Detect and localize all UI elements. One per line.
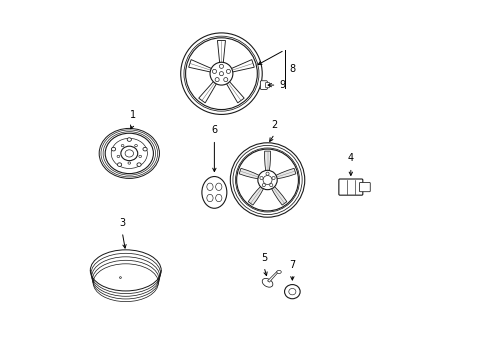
Ellipse shape [206, 194, 213, 202]
Ellipse shape [134, 144, 137, 147]
Text: 5: 5 [260, 253, 266, 262]
Ellipse shape [262, 184, 265, 187]
Ellipse shape [137, 163, 141, 166]
Text: 4: 4 [347, 153, 353, 163]
Polygon shape [248, 185, 264, 205]
Ellipse shape [128, 162, 130, 164]
Ellipse shape [117, 163, 122, 166]
Text: 1: 1 [129, 109, 136, 120]
Text: 3: 3 [119, 218, 125, 228]
Ellipse shape [260, 176, 263, 180]
Ellipse shape [121, 146, 138, 161]
Ellipse shape [276, 270, 281, 274]
Ellipse shape [105, 133, 153, 174]
FancyBboxPatch shape [260, 81, 267, 89]
Text: 8: 8 [288, 64, 294, 74]
Ellipse shape [202, 176, 226, 208]
Ellipse shape [215, 183, 222, 190]
Polygon shape [198, 80, 217, 103]
Ellipse shape [269, 184, 272, 187]
Polygon shape [274, 168, 295, 179]
Polygon shape [267, 271, 279, 282]
Polygon shape [264, 151, 270, 172]
Ellipse shape [226, 69, 230, 73]
Ellipse shape [121, 144, 123, 147]
Ellipse shape [117, 155, 120, 158]
FancyBboxPatch shape [359, 183, 369, 192]
Ellipse shape [265, 172, 268, 175]
Ellipse shape [271, 176, 275, 180]
Ellipse shape [210, 62, 232, 85]
FancyBboxPatch shape [338, 179, 362, 195]
Ellipse shape [142, 147, 147, 151]
Ellipse shape [127, 138, 131, 141]
Text: 9: 9 [279, 80, 285, 90]
Ellipse shape [212, 69, 216, 73]
Text: 6: 6 [211, 125, 217, 135]
Ellipse shape [228, 141, 306, 219]
Ellipse shape [185, 38, 257, 109]
Ellipse shape [206, 183, 213, 190]
Ellipse shape [224, 77, 227, 82]
Ellipse shape [139, 155, 141, 158]
Polygon shape [270, 185, 286, 205]
Ellipse shape [219, 72, 223, 76]
Polygon shape [239, 168, 260, 179]
Ellipse shape [236, 149, 298, 211]
Ellipse shape [99, 128, 160, 179]
FancyBboxPatch shape [265, 82, 269, 88]
Circle shape [119, 277, 121, 279]
Ellipse shape [284, 284, 300, 299]
Polygon shape [229, 60, 254, 72]
Text: 7: 7 [288, 260, 295, 270]
Ellipse shape [89, 245, 162, 296]
Ellipse shape [262, 278, 272, 287]
Text: 2: 2 [271, 120, 277, 130]
Polygon shape [217, 40, 225, 65]
Ellipse shape [257, 170, 277, 190]
Ellipse shape [215, 77, 219, 82]
Polygon shape [225, 80, 244, 103]
Ellipse shape [215, 194, 222, 202]
Ellipse shape [111, 147, 116, 151]
Polygon shape [188, 60, 213, 72]
Ellipse shape [219, 64, 223, 68]
